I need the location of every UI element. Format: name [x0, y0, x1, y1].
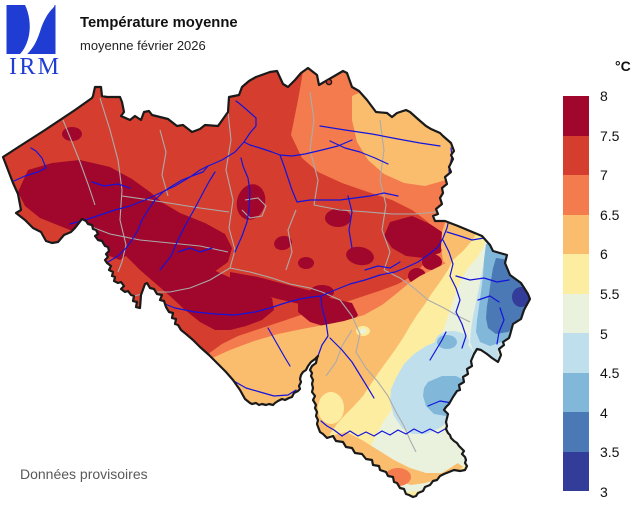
svg-text:IRM: IRM — [9, 54, 59, 74]
